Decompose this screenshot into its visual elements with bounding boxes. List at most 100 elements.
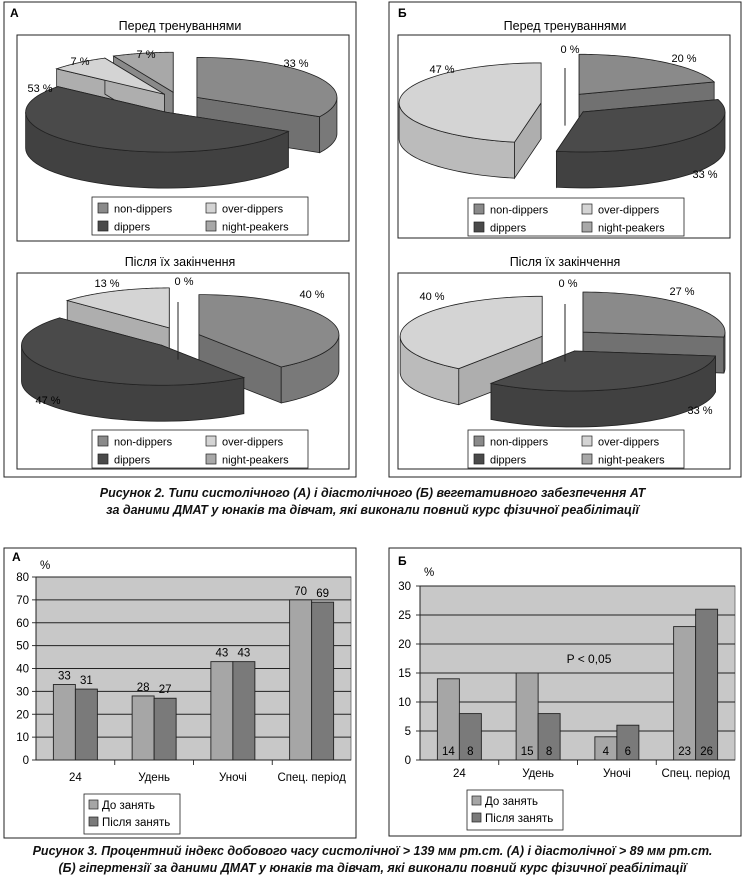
bar-after-удень (537, 713, 561, 761)
pie-slice-over-dippers (399, 295, 543, 406)
pie-a-after-label-dippers: 47 % (35, 395, 60, 407)
legend-swatch (473, 221, 485, 233)
legend-swatch (205, 453, 217, 465)
pie-a-before-box (16, 34, 350, 242)
pie-a-after-label-over-dippers: 13 % (94, 278, 119, 290)
figure2-panel-a-frame (3, 1, 357, 478)
y-tick-label: 0 (23, 755, 29, 767)
legend-swatch (581, 203, 593, 215)
legend-swatch (205, 435, 217, 447)
bar-value-label: 6 (625, 746, 631, 758)
pie-slice-non-dippers (198, 294, 340, 404)
pie-slice-dippers (489, 350, 717, 428)
bar-after-уночі (232, 661, 256, 761)
y-axis-label: % (40, 560, 50, 572)
legend-label: non-dippers (114, 204, 173, 216)
legend-label: night-peakers (222, 222, 289, 234)
bar-value-label: 33 (58, 671, 71, 683)
y-tick-label: 70 (16, 595, 29, 607)
figure3-panel-b-label: Б (398, 554, 407, 568)
bar-value-label: 8 (467, 746, 473, 758)
x-tick-label: 24 (453, 768, 466, 780)
figure3-panel-b-frame (388, 547, 742, 837)
pie-b-after-title: Після їх закінчення (510, 255, 621, 269)
legend-box (91, 196, 309, 236)
bar-before-спец-період (289, 599, 313, 761)
legend-label: dippers (114, 455, 151, 467)
y-tick-label: 30 (16, 686, 29, 698)
bar-value-label: 15 (521, 746, 534, 758)
pie-slice-dippers (555, 99, 726, 189)
bar-value-label: 43 (215, 648, 228, 660)
legend-box (467, 429, 685, 469)
legend-swatch (205, 220, 217, 232)
y-tick-label: 60 (16, 618, 29, 630)
pie-a-after-label-night-peakers: 0 % (175, 276, 194, 288)
pie-b-before (398, 53, 726, 189)
bar-legend-label: До занять (102, 800, 155, 812)
bar-value-label: 8 (546, 746, 552, 758)
bar-legend-swatch (88, 816, 99, 827)
bar-legend-swatch (88, 799, 99, 810)
bar-value-label: 69 (316, 588, 329, 600)
bar-value-label: 27 (159, 684, 172, 696)
legend-label: over-dippers (598, 437, 660, 449)
legend-item-over-dippers: over-dippers (205, 202, 284, 216)
legend-swatch (473, 453, 485, 465)
y-tick-label: 25 (398, 610, 411, 622)
figure2-caption-line2: за даними ДМАТ у юнаків та дівчат, які в… (106, 503, 639, 517)
y-tick-label: 80 (16, 572, 29, 584)
pie-a-before-label-dippers: 53 % (27, 83, 52, 95)
bar-legend-label: Після занять (102, 817, 170, 829)
bar-value-label: 4 (603, 746, 610, 758)
pie-a-before-title: Перед тренуваннями (119, 19, 242, 33)
bar-before-уночі (210, 661, 234, 761)
legend-item-dippers: dippers (97, 220, 151, 234)
legend-label: non-dippers (490, 205, 549, 217)
legend-item-over-dippers: over-dippers (581, 435, 660, 449)
bar-legend-label: Після занять (485, 813, 553, 825)
y-axis-label: % (424, 567, 434, 579)
bar-after-24 (458, 713, 482, 761)
figure3-panel-a-label: А (12, 550, 21, 564)
legend-swatch (97, 220, 109, 232)
pie-b-after-label-night-peakers: 0 % (559, 278, 578, 290)
bar-legend-swatch (471, 812, 482, 823)
figure2-caption: Рисунок 2. Типи систолічного (А) і діаст… (0, 485, 745, 519)
y-tick-label: 15 (398, 668, 411, 680)
legend-item-non-dippers: non-dippers (473, 435, 549, 449)
legend-label: night-peakers (222, 455, 289, 467)
pie-slice-dippers (21, 317, 246, 422)
pie-a-after-legend: non-dippers over-dippers dippers night-peak… (91, 429, 309, 469)
bar-before-удень (131, 695, 155, 761)
bar-legend-box (466, 789, 564, 831)
x-tick-label: Спец. період (277, 772, 346, 784)
legend-swatch (473, 435, 485, 447)
bar-after-24 (74, 688, 98, 761)
pie-b-after-legend: non-dippers over-dippers dippers night-peak… (467, 429, 685, 469)
bar-chart-systolic: 0 10 20 30 40 50 60 70 80% 33 31 24 28 27 Удень 43 43 Уно… (16, 560, 352, 835)
bar-legend-item-before: До занять (471, 795, 538, 808)
y-tick-label: 20 (16, 709, 29, 721)
pie-a-before-label-night-peakers: 7 % (137, 49, 156, 61)
pie-b-after-label-non-dippers: 27 % (669, 286, 694, 298)
y-tick-label: 0 (405, 755, 411, 767)
bar-legend-item-after: Після занять (88, 816, 170, 829)
legend-label: over-dippers (598, 205, 660, 217)
legend-swatch (97, 453, 109, 465)
bar-legend-box (83, 793, 181, 835)
bar-legend-label: До занять (485, 796, 538, 808)
legend-label: over-dippers (222, 204, 284, 216)
legend-item-dippers: dippers (473, 221, 527, 235)
y-tick-label: 40 (16, 664, 29, 676)
pie-slice-over-dippers (398, 62, 542, 180)
legend-box (467, 197, 685, 237)
bar-before-спец-період (673, 626, 697, 761)
figure3-panel-a-frame (3, 547, 357, 839)
figure2-caption-line1: Рисунок 2. Типи систолічного (А) і діаст… (99, 486, 646, 500)
pie-b-after (399, 291, 726, 428)
pie-b-before-label-over-dippers: 47 % (429, 64, 454, 76)
bar-value-label: 23 (678, 746, 691, 758)
